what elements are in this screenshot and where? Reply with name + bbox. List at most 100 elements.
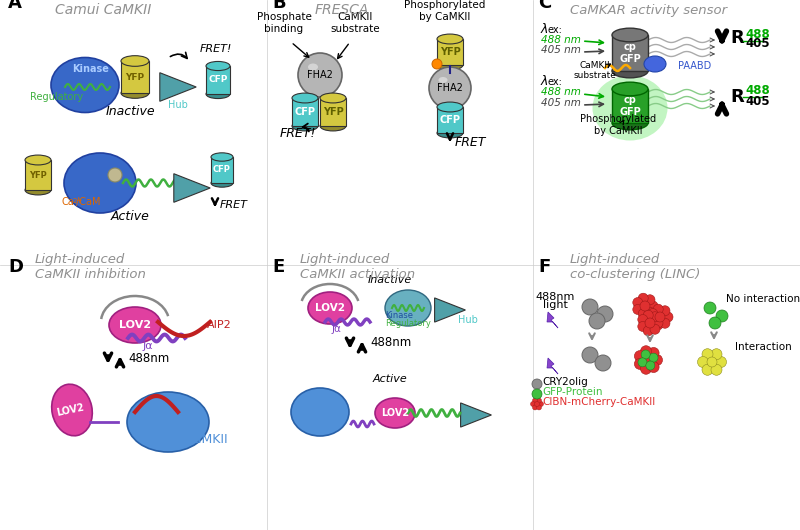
Circle shape — [650, 312, 660, 322]
Ellipse shape — [612, 28, 648, 42]
Text: GFP-Protein: GFP-Protein — [542, 387, 602, 397]
Circle shape — [651, 355, 662, 366]
Ellipse shape — [375, 398, 415, 428]
Ellipse shape — [644, 56, 666, 72]
Ellipse shape — [291, 388, 349, 436]
Text: PAABD: PAABD — [678, 61, 711, 71]
Text: Inactive: Inactive — [105, 105, 155, 118]
Ellipse shape — [437, 128, 463, 138]
Text: Regulatory: Regulatory — [30, 92, 83, 102]
Text: LOV2: LOV2 — [315, 303, 345, 313]
Circle shape — [702, 364, 713, 375]
Text: cp
GFP: cp GFP — [619, 42, 641, 64]
Bar — [121, 61, 149, 93]
Ellipse shape — [52, 384, 92, 436]
Circle shape — [582, 299, 598, 315]
Bar — [206, 66, 230, 94]
Text: FHA2: FHA2 — [307, 70, 333, 80]
Bar — [437, 107, 463, 133]
Ellipse shape — [25, 185, 51, 195]
Bar — [292, 98, 318, 126]
Text: CFP: CFP — [439, 115, 461, 125]
Text: cp
GFP: cp GFP — [619, 95, 641, 117]
Text: FRESCA: FRESCA — [315, 3, 370, 17]
Circle shape — [532, 389, 542, 399]
Text: FHA2: FHA2 — [437, 83, 463, 93]
Circle shape — [645, 295, 655, 305]
Ellipse shape — [206, 61, 230, 70]
Ellipse shape — [320, 93, 346, 103]
Circle shape — [709, 317, 721, 329]
Text: CFP: CFP — [213, 165, 231, 174]
Ellipse shape — [292, 121, 318, 131]
Ellipse shape — [121, 56, 149, 66]
Circle shape — [537, 405, 542, 410]
Text: 405 nm: 405 nm — [541, 98, 581, 108]
Polygon shape — [174, 174, 210, 202]
Circle shape — [641, 346, 651, 357]
Circle shape — [597, 306, 613, 322]
Text: 405: 405 — [745, 95, 770, 108]
Text: 488 nm: 488 nm — [541, 87, 581, 97]
Circle shape — [532, 379, 542, 389]
Text: R: R — [730, 29, 744, 47]
Text: CIBN-mCherry-CaMKII: CIBN-mCherry-CaMKII — [542, 397, 655, 407]
Text: YFP: YFP — [322, 107, 343, 117]
Text: CaMKAR activity sensor: CaMKAR activity sensor — [570, 4, 727, 17]
Circle shape — [298, 53, 342, 97]
Bar — [211, 157, 233, 183]
Text: FRET: FRET — [220, 200, 248, 210]
Text: 488nm: 488nm — [370, 336, 411, 349]
Text: 488: 488 — [745, 84, 770, 97]
Text: Kinase: Kinase — [385, 311, 413, 320]
Bar — [612, 89, 648, 123]
Ellipse shape — [121, 87, 149, 99]
Text: 488nm: 488nm — [535, 292, 574, 302]
Text: CaMKII: CaMKII — [185, 433, 228, 446]
Text: CFP: CFP — [294, 107, 315, 117]
Circle shape — [432, 59, 442, 69]
Text: Interaction: Interaction — [734, 342, 791, 352]
Text: Inactive: Inactive — [368, 275, 412, 285]
Text: ex:: ex: — [548, 25, 563, 35]
Circle shape — [648, 361, 659, 373]
Polygon shape — [547, 358, 558, 374]
Text: Active: Active — [110, 210, 150, 223]
Circle shape — [533, 405, 538, 410]
Text: B: B — [272, 0, 286, 12]
Text: Hub: Hub — [168, 100, 188, 110]
Text: FRET!: FRET! — [280, 127, 316, 140]
Ellipse shape — [109, 307, 161, 343]
Circle shape — [663, 312, 673, 322]
Circle shape — [634, 358, 646, 369]
Circle shape — [645, 307, 655, 317]
Text: Phosphorylated
by CaMKII: Phosphorylated by CaMKII — [580, 114, 656, 136]
Text: 488 nm: 488 nm — [541, 35, 581, 45]
Circle shape — [648, 315, 658, 325]
Text: 488nm: 488nm — [128, 352, 170, 365]
Text: ex:: ex: — [548, 77, 563, 87]
Circle shape — [716, 310, 728, 322]
Circle shape — [648, 308, 658, 319]
Ellipse shape — [612, 116, 648, 130]
Circle shape — [429, 67, 471, 109]
Circle shape — [698, 357, 709, 367]
Ellipse shape — [438, 77, 447, 83]
Text: Ca: Ca — [62, 197, 74, 207]
Text: 2+: 2+ — [73, 198, 83, 204]
Circle shape — [582, 347, 598, 363]
Circle shape — [704, 302, 716, 314]
Text: light: light — [542, 300, 567, 310]
Ellipse shape — [593, 75, 667, 140]
Ellipse shape — [308, 292, 352, 324]
Circle shape — [530, 402, 535, 407]
Circle shape — [646, 361, 655, 370]
Circle shape — [538, 402, 543, 407]
Circle shape — [638, 358, 647, 367]
Text: λ: λ — [541, 75, 548, 88]
Circle shape — [643, 326, 654, 336]
Bar — [25, 160, 51, 190]
Circle shape — [633, 297, 642, 307]
Text: CaMKII
substrate: CaMKII substrate — [574, 60, 617, 80]
Text: Jα: Jα — [143, 341, 154, 351]
